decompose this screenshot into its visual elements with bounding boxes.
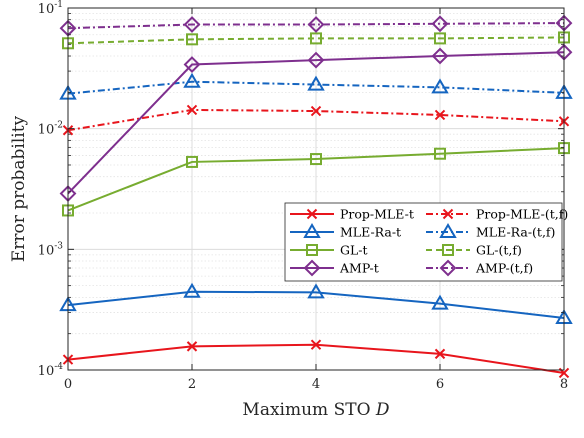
legend-label: GL-t <box>340 243 368 258</box>
square-marker <box>310 32 322 45</box>
square-marker <box>186 155 198 168</box>
diamond-marker <box>307 16 325 33</box>
y-tick-label: 10-1 <box>38 0 63 17</box>
triangle-marker <box>303 223 321 238</box>
x-axis-title-text: Maximum STO <box>242 400 370 420</box>
legend-label: Prop-MLE-t <box>340 207 414 222</box>
x-axis-title-variable: D <box>375 400 390 420</box>
legend-item: MLE-Ra-(t,f) <box>426 223 555 240</box>
y-tick-label: 10-2 <box>38 121 63 138</box>
diamond-marker <box>183 16 201 33</box>
y-tick-exponent: -2 <box>54 121 63 131</box>
diamond-marker <box>303 259 321 277</box>
y-tick-exponent: -4 <box>54 362 63 372</box>
y-tick-exponent: -3 <box>54 241 63 251</box>
x-tick-label: 2 <box>188 377 196 392</box>
square-marker <box>442 244 454 256</box>
diamond-marker <box>431 15 449 33</box>
triangle-marker <box>307 75 325 91</box>
series-prop-mle-t <box>62 339 570 379</box>
legend-item: GL-t <box>290 243 368 258</box>
legend-label: AMP-(t,f) <box>475 261 533 276</box>
square-marker <box>310 153 322 166</box>
y-tick-label: 10-4 <box>38 362 64 379</box>
legend-item: Prop-MLE-(t,f) <box>426 207 568 222</box>
x-tick-label: 0 <box>64 377 72 392</box>
x-marker <box>306 208 318 220</box>
series-line <box>67 290 565 319</box>
legend-label: Prop-MLE-(t,f) <box>476 207 568 222</box>
y-tick-base: 10 <box>38 2 55 17</box>
triangle-marker <box>431 78 449 94</box>
square-marker <box>434 147 446 160</box>
y-tick-base: 10 <box>38 123 55 138</box>
legend: Prop-MLE-t Prop-MLE-(t,f) MLE-Ra-t MLE-Ra-(… <box>284 202 568 282</box>
legend-label: MLE-Ra-t <box>340 225 401 240</box>
x-marker <box>442 208 454 220</box>
square-marker <box>306 244 318 256</box>
diamond-marker <box>439 259 457 277</box>
legend-item: AMP-t <box>290 259 379 277</box>
y-tick-base: 10 <box>38 243 55 258</box>
diamond-marker <box>183 56 201 73</box>
y-axis-title: Error probability <box>9 115 29 262</box>
triangle-marker <box>439 223 457 238</box>
legend-item: Prop-MLE-t <box>290 207 414 222</box>
legend-item: AMP-(t,f) <box>426 259 533 277</box>
series-line <box>67 51 565 195</box>
x-axis-title: Maximum STO D <box>242 400 390 420</box>
y-tick-base: 10 <box>38 364 55 379</box>
y-tick-label: 10-3 <box>38 241 64 258</box>
diamond-marker <box>307 51 325 69</box>
series-line <box>67 108 565 132</box>
x-marker <box>310 105 322 117</box>
triangle-marker <box>307 283 325 299</box>
series-line <box>67 147 565 212</box>
x-marker <box>186 104 198 116</box>
diamond-marker <box>431 47 449 65</box>
x-marker <box>186 341 198 352</box>
ticks: 10-410-310-210-10 2 4 6 8 <box>38 0 568 392</box>
x-tick-label: 8 <box>560 377 568 392</box>
triangle-marker <box>183 72 201 88</box>
triangle-marker <box>183 282 201 298</box>
legend-item: GL-(t,f) <box>426 243 522 258</box>
legend-item: MLE-Ra-t <box>290 223 401 240</box>
legend-label: GL-(t,f) <box>476 243 522 258</box>
triangle-marker <box>431 294 449 310</box>
x-tick-label: 6 <box>436 377 444 392</box>
square-marker <box>186 33 198 46</box>
x-marker <box>434 109 446 121</box>
x-marker <box>310 339 322 350</box>
square-marker <box>434 32 446 45</box>
legend-label: AMP-t <box>339 261 379 276</box>
x-tick-label: 4 <box>312 377 320 392</box>
series-line <box>67 36 565 45</box>
legend-label: MLE-Ra-(t,f) <box>476 225 555 240</box>
x-marker <box>434 348 446 360</box>
y-tick-exponent: -1 <box>54 0 63 10</box>
